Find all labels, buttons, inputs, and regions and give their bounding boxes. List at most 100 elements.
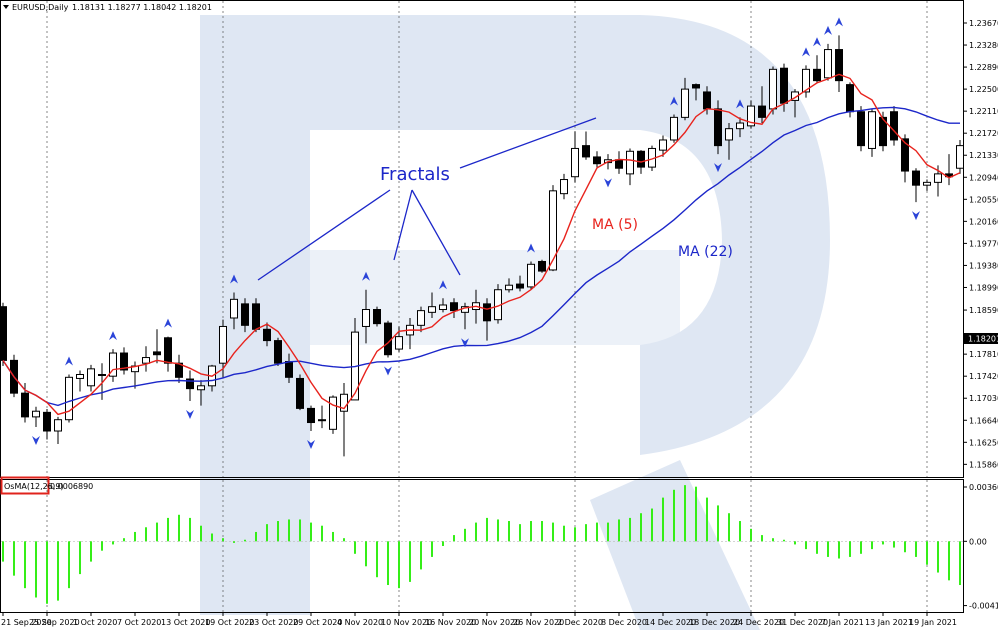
fractal-up-icon (109, 331, 117, 341)
price-label: 1.17810 (969, 350, 998, 359)
bear-candle (835, 49, 843, 82)
bull-candle (923, 181, 931, 186)
bear-candle (901, 138, 909, 172)
bull-candle (395, 336, 403, 350)
fractal-up-icon (439, 280, 447, 290)
bear-candle (857, 111, 865, 147)
bear-candle (263, 328, 271, 342)
bear-candle (186, 378, 194, 390)
bear-candle (43, 411, 51, 432)
bull-candle (527, 263, 535, 288)
bull-candle (230, 298, 238, 319)
price-label: 1.18590 (969, 306, 998, 315)
price-axis: 1.23670 1.23280 1.22890 1.22500 1.22110 1.217… (963, 19, 998, 469)
bear-candle (307, 407, 315, 424)
date-label: 13 Jan 2021 (865, 618, 913, 627)
bear-candle (164, 337, 172, 364)
fractal-down-icon (186, 410, 194, 420)
date-label: 20 Nov 2020 (469, 618, 520, 627)
bull-candle (219, 325, 227, 364)
bull-candle (428, 306, 436, 313)
ma22-label: MA (22) (678, 244, 733, 260)
bull-candle (109, 352, 117, 377)
bull-candle (934, 173, 942, 183)
bull-candle (824, 49, 832, 79)
bull-candle (868, 111, 876, 149)
bull-candle (626, 150, 634, 175)
bull-candle (956, 145, 964, 169)
bear-candle (703, 91, 711, 110)
osma-axis: 0.0036032 0.00 -0.0041175 (963, 483, 998, 611)
bear-candle (912, 170, 920, 186)
bear-candle (252, 303, 260, 330)
date-label: 19 Oct 2020 (205, 618, 254, 627)
date-label: 7 Oct 2020 (117, 618, 161, 627)
fractal-down-icon (912, 211, 920, 221)
fractal-down-icon (461, 338, 469, 348)
bear-candle (483, 303, 491, 322)
bear-candle (538, 260, 546, 272)
dropdown-arrow-icon[interactable] (3, 5, 9, 9)
bull-candle (439, 304, 447, 311)
current-price-label: 1.18201 (968, 335, 998, 344)
price-label: 1.19770 (969, 239, 998, 248)
fractal-up-icon (802, 47, 810, 57)
price-label: 1.23280 (969, 41, 998, 50)
date-label: 25 Sep 2020 (29, 618, 80, 627)
bear-candle (582, 145, 590, 158)
bear-candle (615, 159, 623, 169)
bear-candle (153, 351, 161, 356)
price-label: 1.16640 (969, 416, 998, 425)
price-label: 1.19380 (969, 261, 998, 270)
osma-value: 0.0006890 (50, 482, 93, 491)
bull-candle (791, 91, 799, 101)
bull-candle (747, 105, 755, 127)
bull-candle (659, 139, 667, 151)
price-label: 1.20940 (969, 173, 998, 182)
bear-candle (692, 84, 700, 89)
bull-candle (802, 68, 810, 93)
date-label: 26 Nov 2020 (513, 618, 564, 627)
bull-candle (725, 128, 733, 141)
fractal-up-icon (736, 99, 744, 109)
date-label: 23 Oct 2020 (249, 618, 298, 627)
osma-label: -0.0041175 (969, 602, 998, 611)
price-label: 1.18990 (969, 283, 998, 292)
date-label: 14 Dec 2020 (645, 618, 696, 627)
price-label: 1.17420 (969, 372, 998, 381)
price-label: 1.21720 (969, 129, 998, 138)
price-label: 1.23670 (969, 19, 998, 28)
price-label: 1.20160 (969, 217, 998, 226)
fractal-down-icon (32, 436, 40, 446)
bull-candle (76, 373, 84, 379)
fractal-up-icon (164, 318, 172, 328)
bull-candle (549, 190, 557, 271)
fractal-markers (32, 17, 920, 450)
bull-candle (417, 310, 425, 326)
bear-candle (285, 360, 293, 378)
osma-panel (0, 479, 964, 613)
bull-candle (769, 68, 777, 110)
bear-candle (21, 392, 29, 418)
price-label: 1.22500 (969, 85, 998, 94)
date-label: 1 Oct 2020 (73, 618, 117, 627)
bear-candle (890, 111, 898, 141)
date-label: 24 Dec 2020 (733, 618, 784, 627)
osma-label: 0.00 (969, 537, 987, 546)
date-label: 31 Dec 2020 (777, 618, 828, 627)
price-label: 1.20550 (969, 195, 998, 204)
symbol-info: EURUSD,Daily (12, 3, 69, 12)
date-label: 29 Oct 2020 (293, 618, 342, 627)
bull-candle (560, 179, 568, 195)
ma5-line (2, 73, 961, 416)
date-label: 16 Nov 2020 (425, 618, 476, 627)
date-label: 7 Jan 2021 (821, 618, 864, 627)
bull-candle (329, 396, 337, 430)
bull-candle (142, 357, 150, 364)
fractal-up-icon (230, 274, 238, 284)
bull-candle (736, 122, 744, 130)
bear-candle (516, 283, 524, 289)
bull-candle (32, 410, 40, 418)
